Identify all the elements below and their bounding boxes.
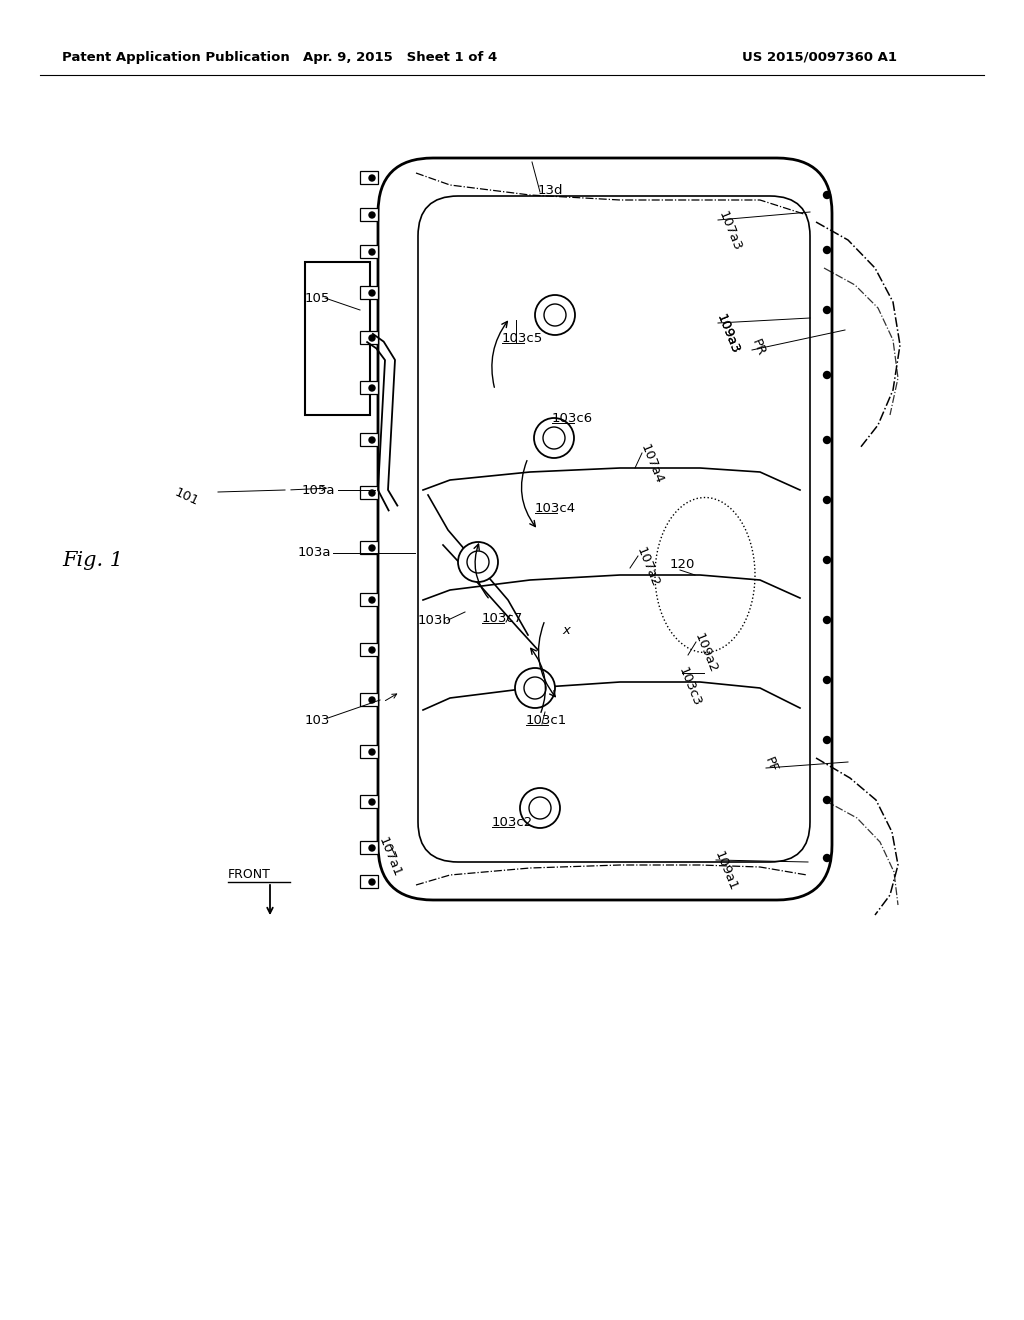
- Bar: [360, 841, 378, 854]
- Bar: [360, 593, 378, 606]
- Text: 103b: 103b: [418, 614, 452, 627]
- Circle shape: [369, 597, 375, 603]
- Text: 107a3: 107a3: [716, 210, 743, 253]
- Circle shape: [369, 249, 375, 255]
- Text: 103c1: 103c1: [526, 714, 567, 726]
- Text: 109a1: 109a1: [712, 850, 739, 894]
- Circle shape: [369, 647, 375, 653]
- Circle shape: [823, 737, 830, 743]
- Text: 109a3: 109a3: [714, 313, 741, 356]
- Circle shape: [369, 213, 375, 218]
- Text: 120: 120: [670, 558, 695, 572]
- Text: x: x: [562, 623, 570, 636]
- Circle shape: [467, 550, 489, 573]
- Circle shape: [543, 426, 565, 449]
- Circle shape: [369, 385, 375, 391]
- Circle shape: [823, 557, 830, 564]
- Text: 13d: 13d: [538, 183, 563, 197]
- Text: PF: PF: [762, 755, 780, 775]
- Text: 105: 105: [305, 292, 331, 305]
- Text: 103c4: 103c4: [535, 502, 577, 515]
- Text: Apr. 9, 2015   Sheet 1 of 4: Apr. 9, 2015 Sheet 1 of 4: [303, 50, 497, 63]
- Bar: [360, 331, 378, 345]
- Text: 103c7: 103c7: [482, 611, 523, 624]
- Bar: [360, 172, 378, 183]
- Circle shape: [535, 294, 575, 335]
- Text: 107a1: 107a1: [376, 836, 403, 879]
- Text: US 2015/0097360 A1: US 2015/0097360 A1: [742, 50, 897, 63]
- Text: 105a: 105a: [302, 483, 336, 496]
- Bar: [360, 381, 378, 393]
- Circle shape: [823, 371, 830, 379]
- Circle shape: [823, 796, 830, 804]
- Circle shape: [823, 191, 830, 198]
- Circle shape: [823, 616, 830, 623]
- Circle shape: [369, 799, 375, 805]
- Circle shape: [823, 854, 830, 862]
- Bar: [305, 261, 370, 414]
- Circle shape: [369, 845, 375, 851]
- Circle shape: [369, 176, 375, 181]
- Circle shape: [369, 290, 375, 296]
- Circle shape: [529, 797, 551, 818]
- Text: 107a4: 107a4: [638, 442, 666, 486]
- Circle shape: [823, 306, 830, 314]
- Text: 103c6: 103c6: [552, 412, 593, 425]
- Circle shape: [544, 304, 566, 326]
- Circle shape: [458, 543, 498, 582]
- Circle shape: [369, 490, 375, 496]
- Bar: [360, 744, 378, 758]
- Text: 103c5: 103c5: [502, 331, 544, 345]
- Bar: [360, 541, 378, 554]
- Circle shape: [823, 437, 830, 444]
- Circle shape: [823, 676, 830, 684]
- Text: PR: PR: [749, 338, 767, 358]
- Bar: [360, 643, 378, 656]
- Text: 103: 103: [305, 714, 331, 726]
- Circle shape: [369, 335, 375, 341]
- FancyBboxPatch shape: [378, 158, 831, 900]
- Bar: [360, 286, 378, 300]
- Circle shape: [823, 496, 830, 503]
- Circle shape: [369, 748, 375, 755]
- Circle shape: [369, 879, 375, 884]
- Text: 101: 101: [172, 486, 201, 508]
- Text: 103c3: 103c3: [676, 665, 703, 709]
- Text: 109a2: 109a2: [692, 631, 720, 676]
- Circle shape: [369, 545, 375, 550]
- Text: 103c2: 103c2: [492, 816, 534, 829]
- Circle shape: [823, 247, 830, 253]
- Text: Patent Application Publication: Patent Application Publication: [62, 50, 290, 63]
- Circle shape: [369, 697, 375, 704]
- Bar: [360, 486, 378, 499]
- Bar: [360, 433, 378, 446]
- Circle shape: [534, 418, 574, 458]
- Text: Fig. 1: Fig. 1: [62, 550, 123, 569]
- Bar: [360, 795, 378, 808]
- Bar: [360, 209, 378, 220]
- Text: 107a2: 107a2: [634, 545, 662, 589]
- Circle shape: [520, 788, 560, 828]
- Circle shape: [369, 437, 375, 444]
- Circle shape: [524, 677, 546, 700]
- Text: FRONT: FRONT: [228, 869, 271, 882]
- Bar: [360, 875, 378, 888]
- Bar: [360, 693, 378, 706]
- Circle shape: [515, 668, 555, 708]
- Bar: [360, 246, 378, 257]
- Text: 103a: 103a: [298, 545, 332, 558]
- Text: 109a3: 109a3: [714, 313, 741, 356]
